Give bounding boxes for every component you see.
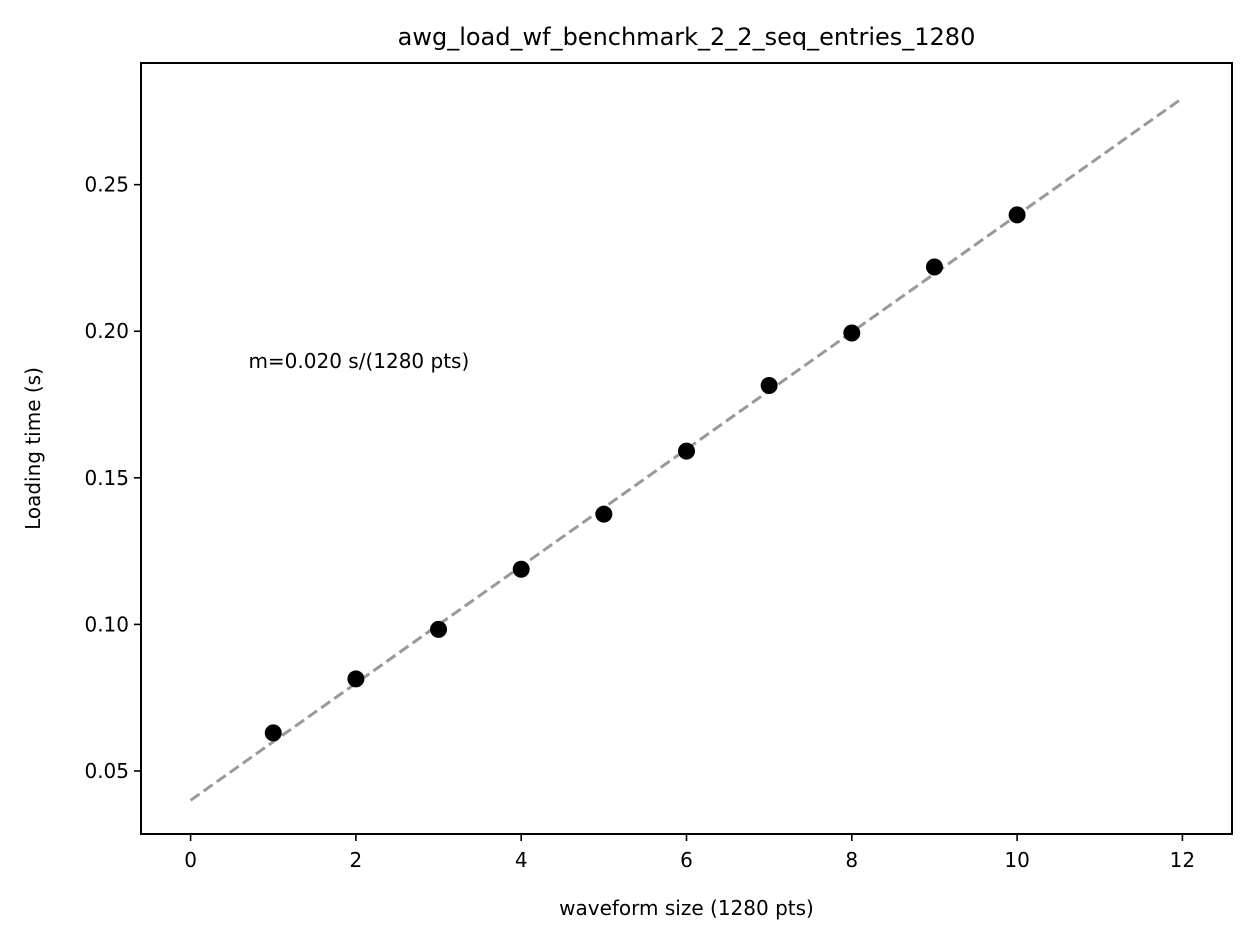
x-axis: 0 2 4 6 8 10 12: [184, 834, 1195, 872]
x-tick-label: 12: [1170, 848, 1195, 872]
data-point: [925, 258, 943, 276]
x-tick-label: 2: [350, 848, 363, 872]
data-point: [512, 560, 530, 578]
data-point: [760, 376, 778, 394]
x-tick-label: 6: [680, 848, 693, 872]
y-axis-label: Loading time (s): [21, 367, 45, 530]
y-tick-label: 0.25: [84, 173, 129, 197]
x-tick-label: 0: [184, 848, 197, 872]
y-tick-label: 0.15: [84, 466, 129, 490]
slope-annotation: m=0.020 s/(1280 pts): [248, 349, 469, 373]
y-tick-label: 0.05: [84, 759, 129, 783]
chart-title: awg_load_wf_benchmark_2_2_seq_entries_12…: [398, 23, 976, 51]
x-tick-label: 8: [845, 848, 858, 872]
data-point: [843, 324, 861, 342]
plot-area: [189, 96, 1184, 802]
x-axis-label: waveform size (1280 pts): [559, 896, 814, 920]
y-axis: 0.05 0.10 0.15 0.20 0.25: [84, 173, 141, 783]
y-tick-label: 0.10: [84, 612, 129, 636]
data-point: [430, 620, 448, 638]
data-point: [347, 670, 365, 688]
data-point: [678, 442, 695, 460]
x-tick-label: 4: [515, 848, 528, 872]
data-point: [595, 505, 613, 523]
x-tick-label: 10: [1004, 848, 1029, 872]
data-point: [264, 724, 282, 742]
y-tick-label: 0.20: [84, 319, 129, 343]
data-point: [1008, 206, 1026, 224]
